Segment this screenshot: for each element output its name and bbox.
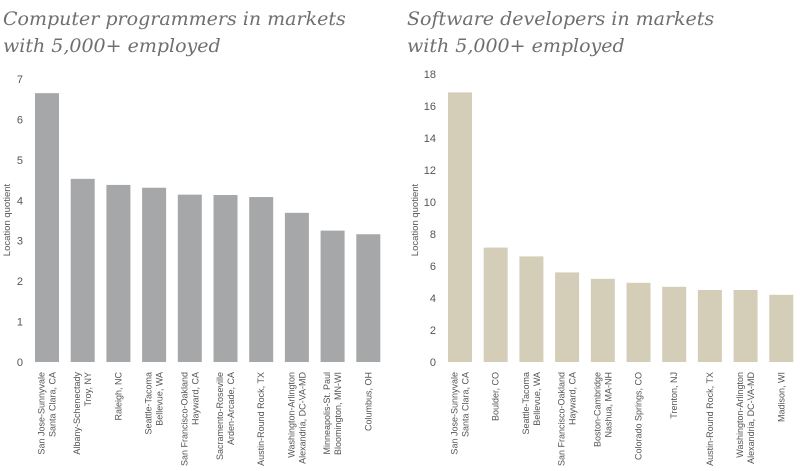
left-y-tick-label: 1 <box>17 317 23 329</box>
left-category-label: Minneapolis-St. PaulBloomington, MN-WI <box>322 372 343 455</box>
right-bar <box>697 290 722 362</box>
left-y-tick-label: 6 <box>17 114 23 126</box>
right-category-label-line: Boulder, CO <box>491 372 501 421</box>
left-category-label-line: San Jose-Sunnyvale <box>37 372 47 455</box>
left-chart-title: Computer programmers in markets with 5,0… <box>3 6 346 60</box>
right-title-line-2: with 5,000+ employed <box>407 35 625 57</box>
left-bar <box>142 187 167 362</box>
left-bar <box>213 195 238 362</box>
right-y-tick-label: 2 <box>430 325 436 337</box>
right-y-tick-label: 14 <box>424 133 436 145</box>
right-bar <box>769 294 794 362</box>
right-title-line-1: Software developers in markets <box>407 8 715 30</box>
right-category-label-line: Trenton, NJ <box>669 372 679 419</box>
left-category-label-line: Bellevue, WA <box>155 372 165 426</box>
left-bar <box>356 234 381 362</box>
right-y-tick-label: 8 <box>430 229 436 241</box>
right-category-label-line: Washington-Arlington <box>735 372 745 458</box>
left-category-label-line: Troy, NY <box>83 372 93 407</box>
left-bar <box>35 93 59 363</box>
right-category-label-line: Santa Clara, CA <box>461 372 471 437</box>
right-category-label: Seattle-TacomaBellevue, WA <box>521 372 542 435</box>
right-y-tick-label: 0 <box>430 357 436 369</box>
left-category-label-line: Bloomington, MN-WI <box>333 372 343 455</box>
left-bar <box>106 184 131 362</box>
left-category-label-line: Albany-Schenectady <box>72 372 82 455</box>
right-category-label-line: Madison, WI <box>776 372 786 422</box>
left-bar <box>320 230 345 362</box>
right-bar <box>590 278 615 362</box>
right-category-label: Trenton, NJ <box>669 372 679 419</box>
left-category-label-line: Raleigh, NC <box>113 372 123 421</box>
left-category-label: Washington-ArlingtonAlexandria, DC-VA-MD <box>286 372 307 464</box>
right-category-label-line: Alexandria, DC-VA-MD <box>746 372 756 464</box>
left-category-label-line: Seattle-Tacoma <box>144 372 154 435</box>
left-category-label: Albany-SchenectadyTroy, NY <box>72 372 93 455</box>
right-category-label-line: Hayward, CA <box>568 372 578 425</box>
left-category-label: San Francisco-OaklandHayward, CA <box>179 372 200 466</box>
right-category-label: Madison, WI <box>776 372 786 422</box>
right-category-label: Boston-CambridgeNashua, MA-NH <box>592 372 613 447</box>
left-category-label: Seattle-TacomaBellevue, WA <box>144 372 165 435</box>
right-y-tick-label: 12 <box>424 165 436 177</box>
left-y-tick-label: 0 <box>17 357 23 369</box>
right-y-axis-label: Location quotient <box>410 183 421 256</box>
left-y-tick-label: 2 <box>17 276 23 288</box>
right-bar <box>626 282 651 362</box>
left-category-label-line: Austin-Round Rock, TX <box>256 372 266 466</box>
right-y-tick-label: 6 <box>430 261 436 273</box>
right-category-label-line: Seattle-Tacoma <box>521 372 531 435</box>
left-category-label: Columbus, OH <box>363 372 373 431</box>
right-category-label-line: San Jose-Sunnyvale <box>450 372 460 455</box>
left-category-label-line: Columbus, OH <box>363 372 373 431</box>
left-y-tick-label: 3 <box>17 236 23 248</box>
right-category-label: San Jose-SunnyvaleSanta Clara, CA <box>450 372 471 455</box>
right-bar <box>519 256 544 362</box>
left-category-label: Raleigh, NC <box>113 372 123 421</box>
right-bar <box>555 272 580 362</box>
left-y-tick-label: 4 <box>17 195 23 207</box>
right-category-label-line: Nashua, MA-NH <box>603 372 613 438</box>
left-title-line-1: Computer programmers in markets <box>3 8 346 30</box>
right-category-label-line: San Francisco-Oakland <box>557 372 567 466</box>
left-category-label: Austin-Round Rock, TX <box>256 372 266 466</box>
left-y-tick-label: 7 <box>17 74 23 86</box>
left-category-label-line: Arden-Arcade, CA <box>226 372 236 445</box>
right-category-label: San Francisco-OaklandHayward, CA <box>557 372 578 466</box>
right-chart-title: Software developers in markets with 5,00… <box>407 6 714 60</box>
right-category-label-line: Austin-Round Rock, TX <box>705 372 715 466</box>
right-bar <box>448 92 472 363</box>
left-category-label-line: Minneapolis-St. Paul <box>322 372 332 455</box>
left-category-label-line: San Francisco-Oakland <box>179 372 189 466</box>
left-category-label-line: Santa Clara, CA <box>48 372 58 437</box>
left-bar <box>177 194 202 362</box>
left-category-label-line: Alexandria, DC-VA-MD <box>297 372 307 464</box>
left-y-axis-label: Location quotient <box>2 183 13 256</box>
left-category-label-line: Hayward, CA <box>190 372 200 425</box>
right-y-tick-label: 18 <box>424 69 436 81</box>
left-bar <box>70 178 95 362</box>
left-bar <box>249 197 274 362</box>
right-category-label-line: Boston-Cambridge <box>592 372 602 447</box>
right-category-label-line: Bellevue, WA <box>532 372 542 426</box>
left-y-tick-label: 5 <box>17 155 23 167</box>
right-category-label: Washington-ArlingtonAlexandria, DC-VA-MD <box>735 372 756 464</box>
right-category-label: Boulder, CO <box>491 372 501 421</box>
left-category-label: San Jose-SunnyvaleSanta Clara, CA <box>37 372 58 455</box>
right-bar <box>483 247 508 362</box>
right-y-tick-label: 4 <box>430 293 436 305</box>
left-title-line-2: with 5,000+ employed <box>3 35 221 57</box>
left-category-label-line: Washington-Arlington <box>286 372 296 458</box>
left-category-label: Sacramento-RosevilleArden-Arcade, CA <box>215 372 236 460</box>
right-category-label: Austin-Round Rock, TX <box>705 372 715 466</box>
right-category-label-line: Colorado Springs, CO <box>634 372 644 460</box>
left-category-label-line: Sacramento-Roseville <box>215 372 225 460</box>
right-y-tick-label: 10 <box>424 197 436 209</box>
right-category-label: Colorado Springs, CO <box>634 372 644 460</box>
right-y-tick-label: 16 <box>424 101 436 113</box>
right-bar <box>662 286 687 362</box>
left-bar <box>284 212 309 362</box>
right-bar <box>733 290 758 362</box>
